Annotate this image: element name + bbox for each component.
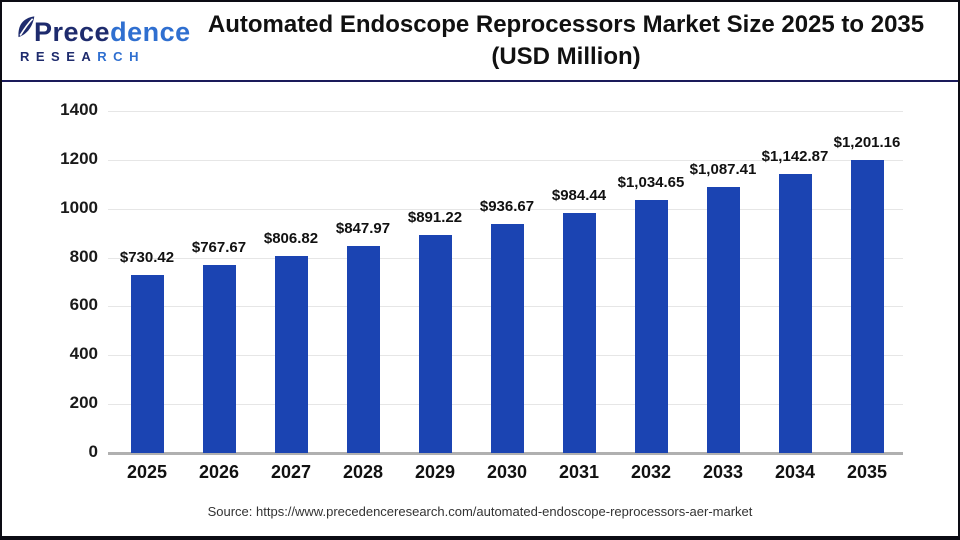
bar: [634, 200, 668, 453]
bar-value-label: $984.44: [551, 186, 607, 204]
x-tick-label: 2034: [774, 462, 816, 482]
x-tick-label: 2025: [126, 462, 168, 482]
bar-value-label: $1,034.65: [617, 174, 685, 192]
y-tick-label: 400: [69, 344, 98, 364]
x-tick-label: 2032: [630, 462, 672, 482]
bar: [274, 255, 308, 453]
bar: [850, 159, 884, 453]
logo-wordmark: Precedence: [16, 16, 192, 47]
x-tick-label: 2030: [486, 462, 528, 482]
bar: [778, 173, 812, 453]
chart-title-line2: (USD Million): [491, 43, 641, 70]
x-tick-label: 2027: [270, 462, 312, 482]
x-tick-label: 2031: [558, 462, 600, 482]
y-tick-label: 1000: [60, 197, 98, 217]
bar: [418, 235, 452, 453]
bar-value-label: $1,087.41: [689, 161, 757, 179]
bar: [706, 187, 740, 453]
gridline: [108, 159, 903, 161]
chart-title: Automated Endoscope Reprocessors Market …: [192, 9, 958, 74]
bar-value-label: $806.82: [263, 229, 319, 247]
bar: [346, 245, 380, 453]
bar-value-label: $1,142.87: [761, 147, 829, 165]
gridline: [108, 111, 903, 112]
bar: [130, 274, 164, 453]
x-axis-line: [108, 452, 903, 455]
x-tick-label: 2035: [846, 462, 888, 482]
bar-value-label: $1,201.16: [833, 133, 901, 151]
bar: [562, 212, 596, 453]
logo-word: Precedence: [34, 17, 191, 47]
gridline: [108, 208, 903, 210]
bar-value-label: $730.42: [119, 248, 175, 266]
y-tick-label: 1400: [60, 100, 98, 119]
source-text: Source: https://www.precedenceresearch.c…: [207, 504, 753, 519]
y-tick-label: 1200: [60, 148, 98, 168]
bar-value-label: $891.22: [407, 209, 463, 227]
bar-value-label: $847.97: [335, 219, 391, 237]
chart-title-line1: Automated Endoscope Reprocessors Market …: [207, 10, 925, 38]
bar: [490, 224, 524, 453]
y-tick-label: 800: [69, 246, 98, 266]
bar-value-label: $767.67: [191, 239, 247, 257]
bar: [202, 265, 236, 453]
header: Precedence RESEARCH Automated Endoscope …: [2, 2, 958, 82]
bar-value-label: $936.67: [479, 198, 535, 216]
logo-subtitle: RESEARCH: [20, 49, 145, 64]
y-tick-label: 0: [88, 442, 98, 461]
x-tick-label: 2033: [702, 462, 744, 482]
bar-chart: 0 200 400 600 800 1000 1200 1400 $730.42 2025 $767…: [2, 82, 958, 502]
y-tick-label: 600: [69, 295, 98, 315]
y-tick-label: 200: [69, 393, 98, 413]
x-tick-label: 2028: [342, 462, 384, 482]
x-tick-label: 2029: [414, 462, 456, 482]
x-tick-label: 2026: [198, 462, 240, 482]
precedence-research-logo: Precedence RESEARCH: [2, 16, 192, 64]
leaf-icon: [18, 16, 35, 38]
